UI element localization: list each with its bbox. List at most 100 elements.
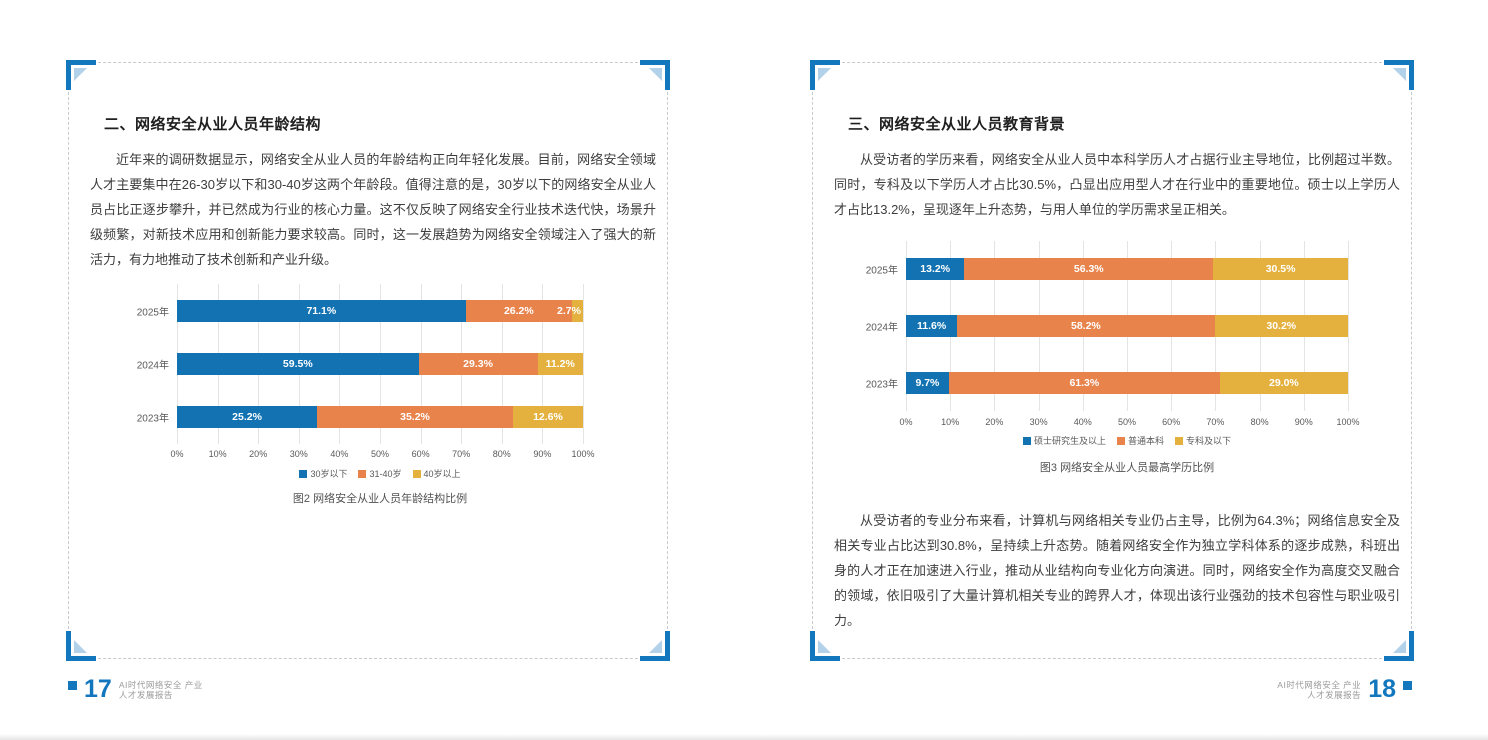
corner-mark-icon xyxy=(1384,60,1414,90)
category-label: 2025年 xyxy=(136,307,169,319)
category-label: 2023年 xyxy=(865,379,898,391)
bar-value-label: 35.2% xyxy=(400,411,430,424)
report-title: AI时代网络安全 产业 人才发展报告 xyxy=(119,680,203,700)
section-title-age-structure: 二、网络安全从业人员年龄结构 xyxy=(104,116,322,133)
legend-swatch-icon xyxy=(1022,436,1031,445)
x-tick-label: 60% xyxy=(1162,417,1181,427)
bar-value-label: 2.7% xyxy=(557,304,581,317)
x-tick-label: 50% xyxy=(1117,417,1137,427)
age-structure-chart: 2025年 71.1% 26.2% 2.7% 2024年 59.5% 29.3% 11.2% 2… xyxy=(137,284,595,505)
legend-label: 硕士研究生及以上 xyxy=(1033,436,1106,446)
x-tick-label: 50% xyxy=(370,449,390,459)
bar-segment: 58.2% xyxy=(957,315,1215,337)
bar-value-label: 11.2% xyxy=(545,358,575,370)
corner-triangle-icon xyxy=(818,640,831,653)
x-tick-label: 80% xyxy=(1250,417,1269,427)
corner-triangle-icon xyxy=(74,640,87,653)
page-right: 三、网络安全从业人员教育背景 从受访者的学历来看，网络安全从业人员中本科学历人才… xyxy=(810,60,1414,661)
corner-mark-icon xyxy=(66,631,96,661)
bar-value-label: 30.2% xyxy=(1266,320,1297,332)
legend-swatch-icon xyxy=(412,469,421,478)
x-axis: 0% 10% 20% 30% 40% 50% 60% 70% 80% 90% 100% xyxy=(170,449,594,461)
bar-segment: 61.3% xyxy=(948,371,1220,394)
page-number: 17 xyxy=(84,675,112,703)
x-tick-label: 0% xyxy=(170,449,184,459)
gridline xyxy=(1348,241,1349,411)
corner-triangle-icon xyxy=(1393,68,1406,81)
report-title-line: AI时代网络安全 产业 xyxy=(118,680,203,690)
legend-item: 专科及以下 xyxy=(1175,434,1231,447)
bar-value-label: 29.3% xyxy=(463,358,493,370)
bar-value-label: 56.3% xyxy=(1073,263,1104,276)
bar-segment: 29.3% xyxy=(418,353,538,375)
bar-value-label: 58.2% xyxy=(1070,320,1101,332)
x-tick-label: 90% xyxy=(1294,417,1313,427)
corner-triangle-icon xyxy=(649,640,662,653)
report-title: AI时代网络安全 产业 人才发展报告 xyxy=(1277,680,1361,700)
x-tick-label: 100% xyxy=(571,449,595,459)
body-paragraph-age: 近年来的调研数据显示，网络安全从业人员的年龄结构正向年轻化发展。目前，网络安全领… xyxy=(90,152,656,267)
category-label: 2024年 xyxy=(136,360,169,372)
bar-value-label: 71.1% xyxy=(306,304,337,317)
bar-segment: 29.0% xyxy=(1219,371,1348,394)
chart-legend: 硕士研究生及以上 普通本科 专科及以下 xyxy=(906,434,1348,447)
x-tick-label: 60% xyxy=(411,449,430,459)
bar-segment: 26.2% xyxy=(465,299,573,322)
bar-segment: 11.6% xyxy=(906,315,958,337)
bar-value-label: 30.5% xyxy=(1265,263,1296,276)
x-axis: 0% 10% 20% 30% 40% 50% 60% 70% 80% 90% 100% xyxy=(899,417,1359,429)
x-tick-label: 20% xyxy=(985,417,1004,427)
corner-mark-icon xyxy=(66,60,96,90)
bar-segment: 9.7% xyxy=(906,371,949,394)
bar-value-label: 29.0% xyxy=(1269,376,1299,389)
x-tick-label: 30% xyxy=(1029,417,1048,427)
legend-item: 40岁以上 xyxy=(412,467,461,480)
category-label: 2023年 xyxy=(136,413,169,425)
bar-value-label: 13.2% xyxy=(920,263,951,276)
report-title-line: 人才发展报告 xyxy=(1307,690,1362,700)
legend-swatch-icon xyxy=(358,469,367,478)
report-title-line: AI时代网络安全 产业 xyxy=(1277,680,1362,690)
legend-item: 31-40岁 xyxy=(358,467,402,480)
bar-segment: 12.6% xyxy=(512,406,583,429)
bar-segment: 59.5% xyxy=(177,353,419,375)
bar-segment: 13.2% xyxy=(906,258,965,281)
chart-caption: 图2 网络安全从业人员年龄结构比例 xyxy=(292,493,468,505)
legend-label: 普通本科 xyxy=(1127,436,1164,446)
bar-segment: 2.7% xyxy=(557,299,583,322)
corner-mark-icon xyxy=(640,631,670,661)
corner-mark-icon xyxy=(810,60,840,90)
page-number: 18 xyxy=(1368,675,1396,703)
legend-swatch-icon xyxy=(1116,436,1125,445)
x-tick-label: 70% xyxy=(452,449,471,459)
bar-value-label: 61.3% xyxy=(1069,376,1100,389)
bar-segment: 35.2% xyxy=(317,406,513,429)
bar-value-label: 59.5% xyxy=(282,358,313,370)
education-chart: 2025年 13.2% 56.3% 30.5% 2024年 11.6% 58.2% 30.2%… xyxy=(866,241,1360,474)
footer-square-icon xyxy=(68,681,77,690)
bar-value-label: 25.2% xyxy=(232,411,262,424)
bar-row: 2024年 59.5% 29.3% 11.2% xyxy=(137,353,583,375)
bar-segment: 11.2% xyxy=(537,353,583,375)
x-tick-label: 100% xyxy=(1336,417,1360,427)
legend-swatch-icon xyxy=(1175,436,1183,445)
x-tick-label: 30% xyxy=(289,449,308,459)
footer-left: 17 AI时代网络安全 产业 人才发展报告 xyxy=(68,677,203,702)
bar-value-label: 12.6% xyxy=(533,411,563,424)
corner-triangle-icon xyxy=(818,68,831,81)
corner-triangle-icon xyxy=(74,68,87,81)
x-tick-label: 10% xyxy=(208,449,227,459)
footer-square-icon xyxy=(1403,681,1412,690)
chart-plot-area: 2025年 71.1% 26.2% 2.7% 2024年 59.5% 29.3% 11.2% 2… xyxy=(137,284,584,444)
bar-value-label: 26.2% xyxy=(503,304,534,317)
body-paragraph-major: 从受访者的专业分布来看，计算机与网络相关专业仍占主导，比例为64.3%；网络信息… xyxy=(834,513,1400,628)
x-tick-label: 80% xyxy=(492,449,511,459)
chart-legend: 30岁以下 31-40岁 40岁以上 xyxy=(177,467,583,480)
corner-mark-icon xyxy=(810,631,840,661)
corner-triangle-icon xyxy=(1393,640,1406,653)
corner-mark-icon xyxy=(640,60,670,90)
x-tick-label: 40% xyxy=(330,449,349,459)
chart-caption: 图3 网络安全从业人员最高学历比例 xyxy=(1039,462,1215,474)
bar-row: 2023年 25.2% 35.2% 12.6% xyxy=(137,406,583,429)
